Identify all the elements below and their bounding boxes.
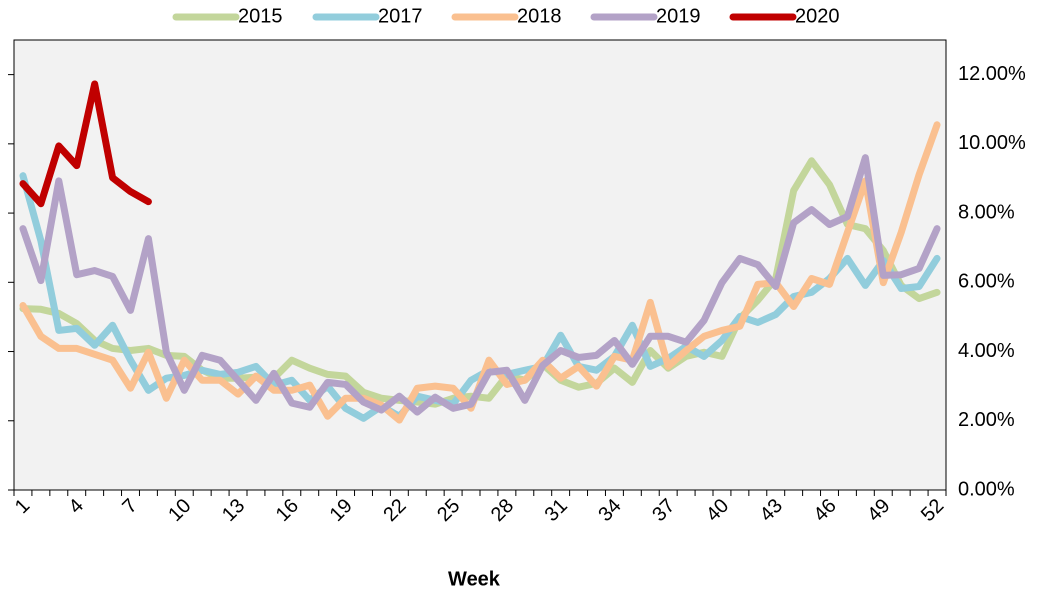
y-tick-label: 12.00% — [958, 63, 1026, 85]
y-tick-label: 2.00% — [958, 409, 1015, 431]
legend-label: 2020 — [795, 5, 840, 27]
legend-label: 2018 — [517, 5, 562, 27]
x-tick-label: 13 — [218, 495, 249, 526]
x-tick-label: 10 — [164, 495, 195, 526]
y-tick-label: 0.00% — [958, 478, 1015, 500]
x-tick-label: 22 — [379, 495, 410, 526]
x-tick-label: 52 — [917, 495, 948, 526]
x-tick-label: 43 — [756, 495, 787, 526]
x-tick-label: 34 — [594, 495, 625, 526]
x-tick-label: 46 — [809, 495, 840, 526]
x-tick-label: 4 — [65, 495, 88, 518]
legend-label: 2019 — [656, 5, 701, 27]
y-tick-label: 4.00% — [958, 340, 1015, 362]
y-tick-label: 10.00% — [958, 132, 1026, 154]
plot-area — [13, 39, 947, 491]
x-tick-label: 37 — [648, 495, 679, 526]
x-tick-label: 19 — [326, 495, 357, 526]
x-tick-label: 25 — [433, 495, 464, 526]
legend-label: 2017 — [378, 5, 423, 27]
series-line — [19, 157, 941, 408]
x-axis-title: Week — [448, 568, 501, 590]
x-tick-label: 31 — [541, 495, 572, 526]
x-tick-label: 1 — [11, 495, 34, 518]
x-tick-label: 16 — [272, 495, 303, 526]
y-tick-label: 6.00% — [958, 271, 1015, 293]
series-line — [19, 80, 152, 208]
x-tick-label: 49 — [863, 495, 894, 526]
series-line — [19, 154, 941, 416]
x-tick-label: 28 — [487, 495, 518, 526]
y-tick-label: 8.00% — [958, 201, 1015, 223]
legend-label: 2015 — [238, 5, 283, 27]
x-tick-label: 7 — [118, 495, 141, 518]
x-tick-label: 40 — [702, 495, 733, 526]
